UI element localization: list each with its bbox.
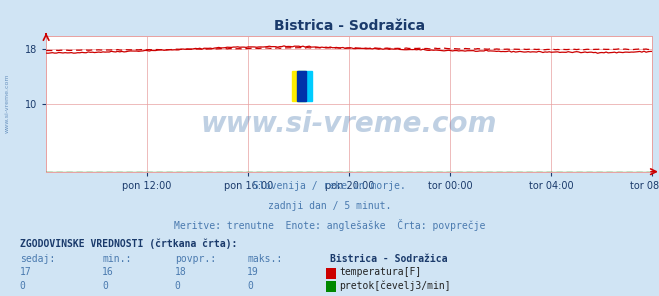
Text: 0: 0 (20, 281, 26, 291)
Text: 0: 0 (247, 281, 253, 291)
Text: www.si-vreme.com: www.si-vreme.com (201, 110, 498, 138)
Text: Bistrica - Sodražica: Bistrica - Sodražica (330, 254, 447, 264)
Text: pretok[čevelj3/min]: pretok[čevelj3/min] (339, 280, 451, 291)
Text: 18: 18 (175, 267, 186, 277)
Text: sedaj:: sedaj: (20, 254, 55, 264)
Bar (299, 71, 312, 101)
Text: 0: 0 (175, 281, 181, 291)
Title: Bistrica - Sodražica: Bistrica - Sodražica (273, 19, 425, 33)
Text: min.:: min.: (102, 254, 132, 264)
Text: Meritve: trenutne  Enote: anglešaške  Črta: povprečje: Meritve: trenutne Enote: anglešaške Črta… (174, 218, 485, 231)
Bar (297, 71, 306, 101)
Text: 19: 19 (247, 267, 259, 277)
Text: maks.:: maks.: (247, 254, 282, 264)
Text: Slovenija / reke in morje.: Slovenija / reke in morje. (253, 181, 406, 192)
Text: povpr.:: povpr.: (175, 254, 215, 264)
Bar (292, 71, 305, 101)
Text: temperatura[F]: temperatura[F] (339, 267, 422, 277)
Text: www.si-vreme.com: www.si-vreme.com (5, 74, 10, 133)
Text: zadnji dan / 5 minut.: zadnji dan / 5 minut. (268, 201, 391, 211)
Text: 16: 16 (102, 267, 114, 277)
Text: ZGODOVINSKE VREDNOSTI (črtkana črta):: ZGODOVINSKE VREDNOSTI (črtkana črta): (20, 239, 237, 249)
Text: 17: 17 (20, 267, 32, 277)
Text: 0: 0 (102, 281, 108, 291)
